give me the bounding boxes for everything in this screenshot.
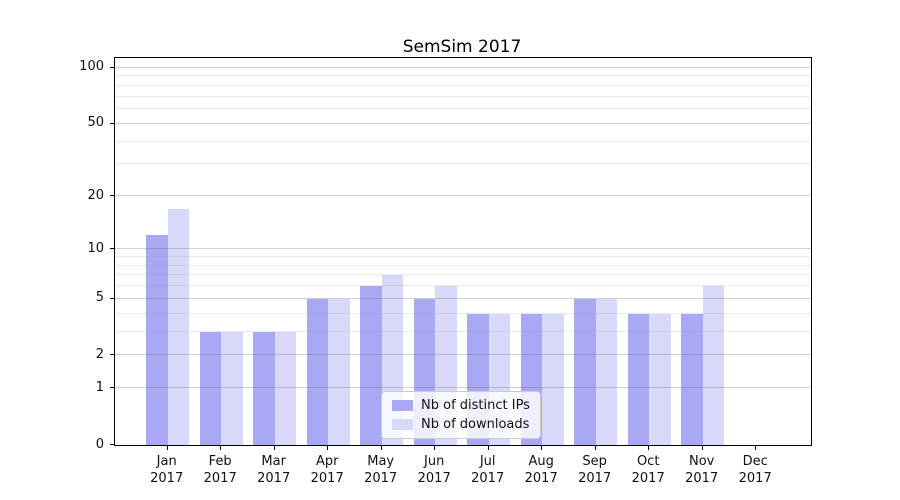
y-tick-label-100: 100 (79, 59, 104, 75)
y-tick-mark-10 (110, 248, 114, 250)
legend-swatch-nb-of-distinct-ips (392, 400, 413, 411)
x-tick-mark-jul-2017 (487, 446, 489, 450)
y-tick-mark-2 (110, 354, 114, 356)
chart-title: SemSim 2017 (402, 37, 522, 57)
x-tick-mark-jan-2017 (166, 446, 168, 450)
gridline-y-2 (115, 354, 811, 356)
x-tick-label-nov-2017: Nov 2017 (685, 454, 719, 486)
gridline-y-4 (115, 312, 811, 314)
gridline-y-30 (115, 163, 811, 165)
bar-nb-of-distinct-ips-feb-2017 (199, 331, 222, 445)
gridline-y-100 (115, 66, 811, 68)
gridline-y-70 (115, 95, 811, 97)
legend-swatch-nb-of-downloads (392, 419, 413, 430)
legend-item-nb-of-distinct-ips: Nb of distinct IPs (392, 398, 530, 413)
gridline-y-8 (115, 264, 811, 266)
x-tick-label-feb-2017: Feb 2017 (203, 454, 237, 486)
bar-nb-of-distinct-ips-jan-2017 (146, 235, 168, 445)
bar-nb-of-downloads-jan-2017 (167, 208, 190, 445)
bar-nb-of-distinct-ips-nov-2017 (681, 313, 703, 445)
y-tick-mark-1 (110, 387, 114, 389)
gridline-y-1 (115, 387, 811, 389)
x-tick-label-oct-2017: Oct 2017 (631, 454, 665, 486)
legend-item-nb-of-downloads: Nb of downloads (392, 417, 530, 432)
y-tick-mark-0 (110, 444, 114, 445)
y-tick-label-10: 10 (87, 240, 104, 256)
x-tick-mark-mar-2017 (273, 446, 275, 450)
legend-label-nb-of-downloads: Nb of downloads (421, 417, 530, 432)
x-tick-label-jun-2017: Jun 2017 (417, 454, 451, 486)
bar-nb-of-downloads-mar-2017 (274, 331, 297, 445)
legend: Nb of distinct IPs Nb of downloads (381, 391, 541, 439)
x-tick-label-mar-2017: Mar 2017 (257, 454, 291, 486)
gridline-y-3 (115, 330, 811, 332)
y-tick-mark-100 (110, 66, 114, 68)
bar-nb-of-downloads-sep-2017 (595, 298, 618, 445)
y-tick-mark-50 (110, 122, 114, 124)
y-tick-mark-20 (110, 195, 114, 197)
bar-nb-of-downloads-aug-2017 (542, 313, 564, 445)
x-tick-label-aug-2017: Aug 2017 (524, 454, 558, 486)
x-tick-mark-apr-2017 (327, 446, 329, 450)
x-tick-label-jul-2017: Jul 2017 (471, 454, 505, 486)
x-tick-mark-dec-2017 (755, 446, 757, 450)
bar-nb-of-distinct-ips-may-2017 (360, 286, 382, 445)
y-tick-label-1: 1 (95, 379, 104, 395)
gridline-y-10 (115, 248, 811, 250)
x-tick-mark-feb-2017 (220, 446, 222, 450)
bar-nb-of-distinct-ips-apr-2017 (306, 298, 329, 445)
gridline-y-60 (115, 108, 811, 110)
x-tick-mark-aug-2017 (541, 446, 543, 450)
bar-nb-of-downloads-oct-2017 (649, 313, 671, 445)
gridline-y-9 (115, 255, 811, 257)
x-tick-mark-jun-2017 (434, 446, 436, 450)
gridline-y-90 (115, 75, 811, 77)
y-tick-label-2: 2 (95, 346, 104, 362)
x-tick-mark-may-2017 (380, 446, 382, 450)
legend-label-nb-of-distinct-ips: Nb of distinct IPs (421, 398, 530, 413)
gridline-y-6 (115, 285, 811, 286)
y-tick-label-20: 20 (87, 187, 104, 203)
x-tick-mark-oct-2017 (648, 446, 650, 450)
y-tick-label-50: 50 (87, 115, 104, 131)
gridline-y-7 (115, 274, 811, 276)
bar-nb-of-distinct-ips-mar-2017 (253, 331, 275, 445)
bar-nb-of-downloads-feb-2017 (221, 331, 243, 445)
x-tick-label-dec-2017: Dec 2017 (738, 454, 772, 486)
bar-nb-of-distinct-ips-sep-2017 (574, 298, 596, 445)
x-tick-label-may-2017: May 2017 (364, 454, 398, 486)
x-tick-label-jan-2017: Jan 2017 (150, 454, 184, 486)
plot-area: Nb of distinct IPs Nb of downloads (114, 57, 812, 446)
gridline-y-5 (115, 297, 811, 299)
bar-nb-of-downloads-apr-2017 (328, 298, 350, 445)
y-tick-label-0: 0 (95, 436, 104, 452)
bar-nb-of-downloads-nov-2017 (702, 286, 725, 445)
gridline-y-50 (115, 122, 811, 124)
y-tick-mark-5 (110, 297, 114, 299)
gridline-y-80 (115, 84, 811, 86)
gridline-y-20 (115, 195, 811, 197)
y-tick-label-5: 5 (95, 290, 104, 306)
bar-nb-of-distinct-ips-oct-2017 (627, 313, 650, 445)
gridline-y-40 (115, 140, 811, 142)
x-tick-label-apr-2017: Apr 2017 (310, 454, 344, 486)
x-tick-mark-nov-2017 (701, 446, 703, 450)
x-tick-mark-sep-2017 (594, 446, 596, 450)
x-tick-label-sep-2017: Sep 2017 (578, 454, 612, 486)
